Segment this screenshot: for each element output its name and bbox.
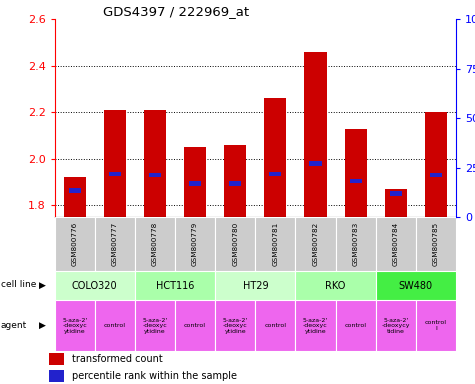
Bar: [215, 271, 295, 300]
Bar: [55, 271, 135, 300]
Text: agent: agent: [1, 321, 27, 330]
Text: transformed count: transformed count: [72, 354, 163, 364]
Bar: [345, 129, 367, 217]
Bar: [256, 217, 295, 271]
Text: control: control: [345, 323, 367, 328]
Text: percentile rank within the sample: percentile rank within the sample: [72, 371, 238, 381]
Bar: [430, 173, 442, 177]
Text: HT29: HT29: [243, 280, 268, 291]
Bar: [135, 271, 215, 300]
Bar: [385, 189, 407, 217]
Text: ▶: ▶: [39, 280, 46, 290]
Bar: [425, 112, 447, 217]
Bar: [149, 173, 161, 177]
Text: 5-aza-2'
-deoxyc
ytidine: 5-aza-2' -deoxyc ytidine: [223, 318, 248, 334]
Bar: [69, 188, 81, 192]
Bar: [416, 300, 456, 351]
Bar: [269, 172, 281, 176]
Bar: [49, 370, 64, 382]
Bar: [144, 110, 166, 217]
Bar: [189, 181, 201, 185]
Bar: [135, 300, 175, 351]
Bar: [376, 217, 416, 271]
Bar: [376, 300, 416, 351]
Bar: [304, 52, 326, 217]
Bar: [215, 217, 256, 271]
Bar: [376, 271, 456, 300]
Text: GSM800784: GSM800784: [393, 222, 399, 266]
Text: GSM800777: GSM800777: [112, 222, 118, 266]
Bar: [49, 353, 64, 365]
Bar: [335, 217, 376, 271]
Text: HCT116: HCT116: [156, 280, 194, 291]
Text: GDS4397 / 222969_at: GDS4397 / 222969_at: [103, 5, 249, 18]
Text: GSM800782: GSM800782: [313, 222, 319, 266]
Bar: [390, 191, 402, 196]
Bar: [104, 110, 126, 217]
Bar: [135, 217, 175, 271]
Bar: [184, 147, 206, 217]
Bar: [295, 300, 335, 351]
Text: GSM800778: GSM800778: [152, 222, 158, 266]
Bar: [295, 271, 376, 300]
Bar: [95, 217, 135, 271]
Bar: [109, 172, 121, 176]
Text: RKO: RKO: [325, 280, 346, 291]
Bar: [416, 217, 456, 271]
Text: 5-aza-2'
-deoxyc
ytidine: 5-aza-2' -deoxyc ytidine: [62, 318, 87, 334]
Bar: [175, 217, 215, 271]
Bar: [175, 300, 215, 351]
Bar: [55, 300, 95, 351]
Bar: [64, 177, 86, 217]
Text: SW480: SW480: [399, 280, 433, 291]
Bar: [229, 181, 241, 185]
Text: COLO320: COLO320: [72, 280, 118, 291]
Text: control: control: [265, 323, 286, 328]
Text: GSM800781: GSM800781: [272, 222, 278, 266]
Bar: [335, 300, 376, 351]
Bar: [350, 179, 361, 183]
Text: control: control: [184, 323, 206, 328]
Bar: [95, 300, 135, 351]
Text: GSM800783: GSM800783: [352, 222, 359, 266]
Bar: [256, 300, 295, 351]
Text: 5-aza-2'
-deoxyc
ytidine: 5-aza-2' -deoxyc ytidine: [303, 318, 328, 334]
Bar: [215, 300, 256, 351]
Text: GSM800780: GSM800780: [232, 222, 238, 266]
Text: control
l: control l: [425, 320, 447, 331]
Bar: [310, 161, 322, 166]
Text: 5-aza-2'
-deoxycy
tidine: 5-aza-2' -deoxycy tidine: [381, 318, 410, 334]
Text: cell line: cell line: [1, 280, 36, 290]
Text: GSM800785: GSM800785: [433, 222, 439, 266]
Text: 5-aza-2'
-deoxyc
ytidine: 5-aza-2' -deoxyc ytidine: [142, 318, 168, 334]
Text: ▶: ▶: [39, 321, 46, 330]
Text: GSM800779: GSM800779: [192, 222, 198, 266]
Text: GSM800776: GSM800776: [72, 222, 78, 266]
Bar: [265, 98, 286, 217]
Text: control: control: [104, 323, 126, 328]
Bar: [55, 217, 95, 271]
Bar: [224, 145, 246, 217]
Bar: [295, 217, 335, 271]
